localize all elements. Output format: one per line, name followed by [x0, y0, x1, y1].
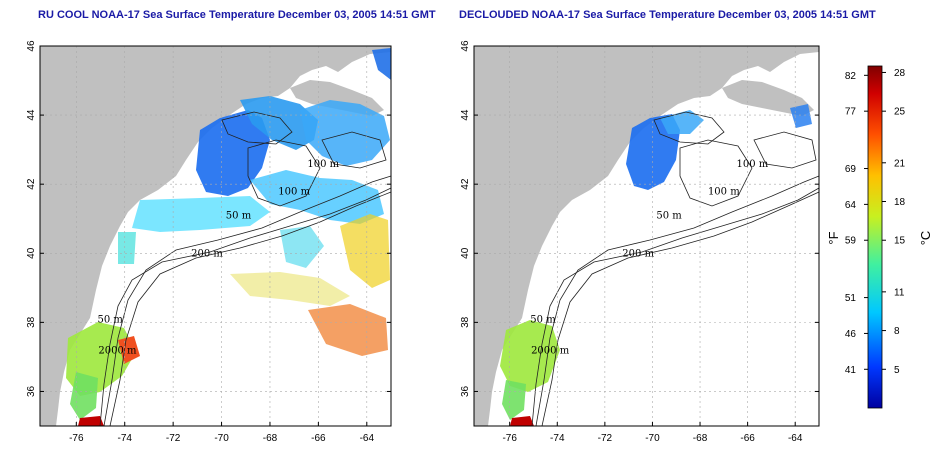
- right-lat-tick-label: 42: [460, 178, 471, 190]
- right-lon-tick-label: -76: [502, 433, 517, 444]
- left-lon-tick-label: -66: [311, 433, 326, 444]
- left-contour-label: 2000 m: [98, 345, 137, 356]
- right-contour-label: 200 m: [622, 249, 654, 260]
- right-land-mass: [474, 46, 819, 426]
- left-contour-label: 100 m: [307, 159, 339, 170]
- right-lat-tick-label: 36: [460, 385, 471, 397]
- right-contour-label: 50 m: [530, 314, 556, 325]
- left-map-title: RU COOL NOAA-17 Sea Surface Temperature …: [38, 9, 436, 21]
- right-lat-tick-label: 38: [460, 316, 471, 328]
- right-lon-tick-label: -68: [693, 433, 708, 444]
- left-contour-labels: 100 m 100 m 50 m 200 m 50 m 2000 m: [98, 159, 340, 357]
- right-contour-label: 50 m: [656, 211, 682, 222]
- right-contour-label: 100 m: [708, 187, 740, 198]
- left-contour-label: 200 m: [191, 249, 223, 260]
- fahrenheit-tick-label: 69: [845, 164, 857, 175]
- fahrenheit-tick-label: 41: [845, 365, 857, 376]
- left-land-mass: [40, 46, 391, 426]
- celsius-tick-label: 8: [894, 326, 900, 337]
- right-lon-tick-label: -66: [740, 433, 755, 444]
- left-grid-lines: [40, 45, 391, 426]
- left-lon-tick-label: -72: [166, 433, 181, 444]
- fahrenheit-tick-label: 59: [845, 236, 857, 247]
- left-contour-label: 50 m: [226, 211, 252, 222]
- right-contour-label: 2000 m: [531, 345, 570, 356]
- right-lat-tick-label: 40: [460, 247, 471, 259]
- celsius-tick-label: 11: [894, 287, 905, 298]
- left-lat-tick-label: 42: [26, 178, 37, 190]
- right-axis-ticks: -76 -74 -72 -70 -68 -66 -64 36 38 40 42 44 46: [460, 40, 819, 444]
- temperature-colorbar: 5 8 11 15 18 21 25 28 41 46 51 59 64 69 77 82 °F °C: [826, 65, 933, 409]
- right-map-frame: [473, 45, 820, 427]
- right-lon-tick-label: -74: [550, 433, 565, 444]
- left-contour-label: 50 m: [98, 314, 124, 325]
- left-lon-tick-label: -68: [263, 433, 278, 444]
- left-contour-label: 100 m: [278, 187, 310, 198]
- left-lat-tick-label: 36: [26, 385, 37, 397]
- right-grid-lines: [474, 45, 819, 426]
- left-lat-tick-label: 46: [26, 40, 37, 52]
- left-lat-tick-label: 44: [26, 109, 37, 121]
- left-sst-overlay: [66, 48, 391, 426]
- celsius-tick-label: 28: [894, 68, 906, 79]
- fahrenheit-unit-label: °F: [826, 231, 841, 244]
- left-map-frame: [39, 45, 392, 427]
- right-contour-labels: 100 m 100 m 50 m 200 m 50 m 2000 m: [530, 159, 768, 357]
- fahrenheit-tick-label: 77: [845, 107, 857, 118]
- right-contour-label: 100 m: [737, 159, 769, 170]
- left-lon-tick-label: -70: [214, 433, 229, 444]
- fahrenheit-tick-label: 46: [845, 329, 857, 340]
- right-bathymetry-contours: [531, 111, 820, 427]
- fahrenheit-tick-label: 64: [845, 200, 857, 211]
- colorbar-ticks: 5 8 11 15 18 21 25 28 41 46 51 59 64 69 77 82: [845, 68, 906, 376]
- fahrenheit-tick-label: 51: [845, 293, 857, 304]
- right-lon-tick-label: -70: [645, 433, 660, 444]
- left-lon-tick-label: -64: [360, 433, 375, 444]
- left-lat-tick-label: 38: [26, 316, 37, 328]
- colorbar-gradient: [867, 65, 883, 409]
- left-axis-ticks: -76 -74 -72 -70 -68 -66 -64 36 38 40 42 44 46: [26, 40, 391, 444]
- celsius-tick-label: 5: [894, 365, 900, 376]
- right-lon-tick-label: -72: [598, 433, 613, 444]
- right-lat-tick-label: 44: [460, 109, 471, 121]
- celsius-tick-label: 18: [894, 197, 906, 208]
- fahrenheit-tick-label: 82: [845, 71, 857, 82]
- celsius-tick-label: 21: [894, 158, 906, 169]
- left-lat-tick-label: 40: [26, 247, 37, 259]
- right-map-title: DECLOUDED NOAA-17 Sea Surface Temperatur…: [459, 9, 876, 21]
- left-lon-tick-label: -74: [117, 433, 132, 444]
- right-lat-tick-label: 46: [460, 40, 471, 52]
- right-lon-tick-label: -64: [788, 433, 803, 444]
- celsius-tick-label: 15: [894, 236, 906, 247]
- celsius-unit-label: °C: [918, 231, 933, 246]
- celsius-tick-label: 25: [894, 107, 906, 118]
- right-nova-scotia: [722, 80, 814, 116]
- left-bathymetry-contours: [99, 111, 392, 427]
- left-lon-tick-label: -76: [69, 433, 84, 444]
